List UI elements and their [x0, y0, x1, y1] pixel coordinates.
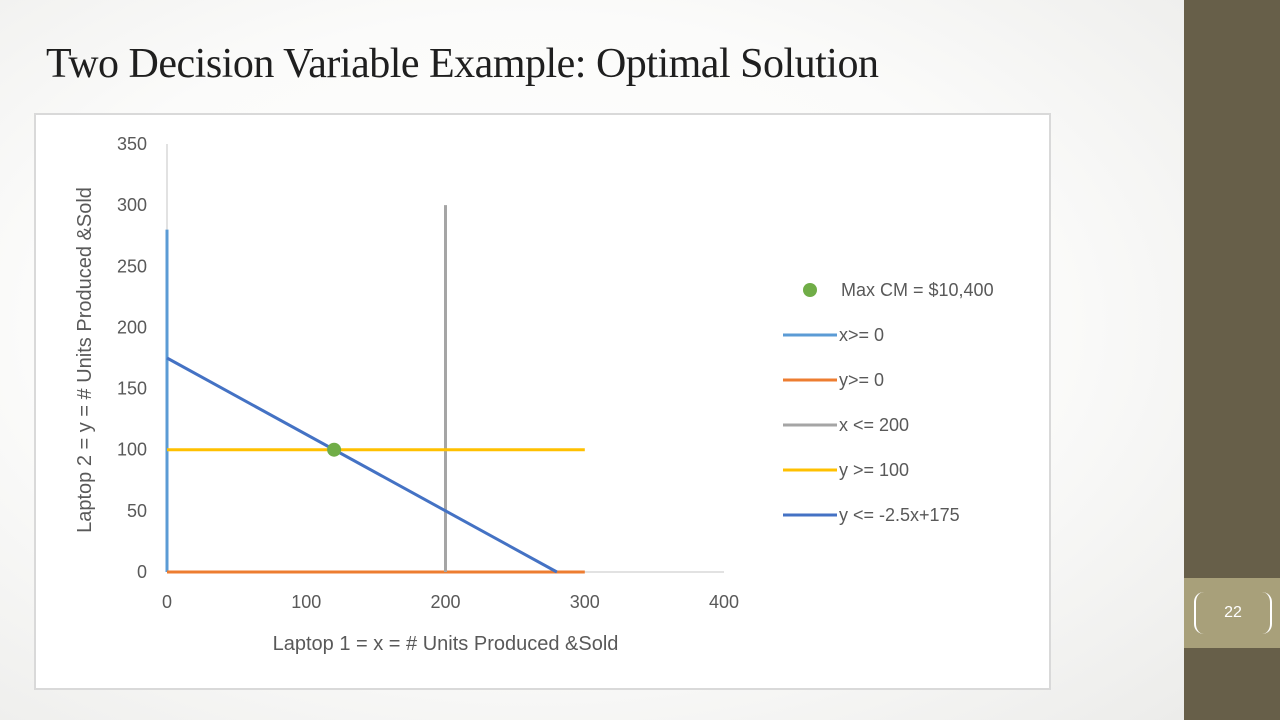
chart-frame: 0 100 200 300 400 0 50 100 150 200 250 300 350 Lapto… [34, 113, 1051, 690]
x-axis-title: Laptop 1 = x = # Units Produced &Sold [273, 633, 619, 655]
series-layer [165, 205, 585, 574]
x-tick-label: 400 [709, 592, 739, 612]
series-line-5 [166, 356, 558, 574]
legend: Max CM = $10,400 x>= 0 y>= 0 x <= 200 y >= 1… [783, 280, 994, 525]
y-tick-label: 300 [117, 195, 147, 215]
legend-label: x>= 0 [839, 325, 884, 345]
x-tick-label: 200 [430, 592, 460, 612]
optimal-point-marker [327, 442, 342, 457]
y-tick-label: 200 [117, 317, 147, 337]
y-tick-label: 250 [117, 256, 147, 276]
points-layer [327, 442, 342, 457]
legend-label: y >= 100 [839, 460, 909, 480]
y-tick-label: 0 [137, 562, 147, 582]
legend-label: Max CM = $10,400 [841, 280, 994, 300]
x-tick-label: 100 [291, 592, 321, 612]
y-axis-title: Laptop 2 = y = # Units Produced &Sold [74, 187, 96, 533]
page-number-box [1184, 578, 1280, 648]
ticks-layer: 0 100 200 300 400 0 50 100 150 200 250 300 350 [117, 134, 739, 612]
legend-label: x <= 200 [839, 415, 909, 435]
x-tick-label: 300 [570, 592, 600, 612]
x-tick-label: 0 [162, 592, 172, 612]
slide-title: Two Decision Variable Example: Optimal S… [46, 41, 879, 87]
page-number: 22 [1224, 604, 1242, 621]
legend-label: y>= 0 [839, 370, 884, 390]
chart: 0 100 200 300 400 0 50 100 150 200 250 300 350 Lapto… [74, 134, 994, 655]
legend-label: y <= -2.5x+175 [839, 505, 960, 525]
y-tick-label: 50 [127, 501, 147, 521]
y-tick-label: 100 [117, 440, 147, 460]
page-number-frame [1194, 592, 1272, 634]
y-tick-label: 150 [117, 379, 147, 399]
legend-marker [803, 283, 817, 297]
y-tick-label: 350 [117, 134, 147, 154]
